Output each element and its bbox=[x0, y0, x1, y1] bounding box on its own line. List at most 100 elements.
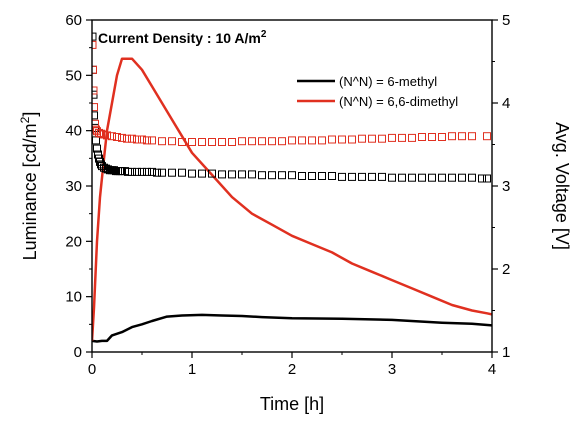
voltage-marker-3-53 bbox=[378, 172, 386, 181]
legend-label-series-2: (N^N) = 6,6-dimethyl bbox=[339, 94, 458, 109]
voltage-marker-3-28 bbox=[143, 167, 151, 176]
voltage-marker-3-52 bbox=[368, 172, 376, 181]
voltage-marker-4-27 bbox=[218, 138, 226, 146]
x-tick-label-2: 2 bbox=[288, 361, 296, 378]
voltage-marker-4-41 bbox=[358, 134, 366, 143]
y-left-tick-label-0: 0 bbox=[74, 344, 82, 361]
voltage-marker-4-12 bbox=[108, 132, 116, 141]
voltage-marker-4-3 bbox=[92, 86, 98, 95]
voltage-marker-3-63 bbox=[478, 174, 486, 183]
voltage-marker-3-57 bbox=[418, 173, 426, 182]
voltage-marker-4-33 bbox=[278, 137, 286, 146]
voltage-marker-4-15 bbox=[123, 134, 131, 143]
voltage-marker-4-23 bbox=[178, 138, 186, 146]
voltage-marker-4-21 bbox=[158, 137, 166, 146]
voltage-marker-3-27 bbox=[138, 167, 146, 176]
voltage-marker-3-54 bbox=[388, 173, 396, 182]
voltage-marker-3-7 bbox=[93, 144, 101, 153]
voltage-marker-4-13 bbox=[113, 133, 121, 141]
voltage-marker-3-37 bbox=[218, 170, 226, 179]
voltage-marker-4-38 bbox=[328, 135, 336, 144]
voltage-marker-4-52 bbox=[468, 132, 476, 141]
voltage-marker-3-6 bbox=[92, 136, 100, 145]
x-tick-label-3: 3 bbox=[388, 361, 396, 378]
voltage-marker-3-46 bbox=[308, 172, 316, 180]
y-right-tick-label-1: 2 bbox=[502, 261, 510, 278]
y-axis-label-left-superscript: 2 bbox=[18, 116, 32, 123]
voltage-marker-4-28 bbox=[228, 138, 236, 146]
voltage-marker-4-44 bbox=[388, 133, 396, 142]
y-right-tick-label-0: 1 bbox=[502, 344, 510, 361]
plot-frame bbox=[91, 19, 493, 353]
legend-label-series-1: (N^N) = 6-methyl bbox=[339, 74, 437, 89]
y-left-tick-label-1: 10 bbox=[65, 289, 82, 306]
x-axis-label: Time [h] bbox=[260, 394, 324, 414]
voltage-marker-3-40 bbox=[248, 170, 256, 179]
voltage-marker-4-25 bbox=[198, 138, 206, 146]
voltage-marker-4-35 bbox=[298, 136, 306, 145]
voltage-marker-4-46 bbox=[408, 133, 416, 142]
voltage-marker-4-31 bbox=[258, 137, 266, 146]
annotation-superscript: 2 bbox=[261, 29, 267, 40]
series-layer bbox=[92, 32, 492, 343]
voltage-marker-3-62 bbox=[468, 173, 476, 182]
voltage-marker-3-3 bbox=[92, 90, 98, 99]
voltage-marker-3-44 bbox=[288, 171, 296, 180]
voltage-marker-4-40 bbox=[348, 135, 356, 144]
voltage-marker-3-49 bbox=[338, 172, 346, 181]
voltage-marker-3-30 bbox=[153, 168, 161, 177]
voltage-marker-4-49 bbox=[438, 133, 446, 141]
y-axis-label-right: Avg. Voltage [V] bbox=[552, 122, 572, 250]
voltage-marker-4-20 bbox=[148, 136, 156, 145]
voltage-marker-4-43 bbox=[378, 134, 386, 143]
x-tick-label-4: 4 bbox=[488, 361, 496, 378]
voltage-marker-3-60 bbox=[448, 173, 456, 182]
voltage-marker-3-56 bbox=[408, 173, 416, 182]
voltage-marker-4-53 bbox=[483, 132, 491, 141]
y-left-tick-label-4: 40 bbox=[65, 123, 82, 140]
voltage-marker-4-24 bbox=[188, 138, 196, 146]
voltage-marker-4-16 bbox=[128, 134, 136, 143]
voltage-marker-3-33 bbox=[178, 168, 186, 177]
voltage-marker-3-43 bbox=[278, 171, 286, 180]
voltage-marker-3-29 bbox=[148, 167, 156, 176]
series-line-2 bbox=[92, 57, 492, 341]
voltage-marker-3-25 bbox=[128, 167, 136, 176]
voltage-marker-3-41 bbox=[258, 171, 266, 180]
voltage-marker-4-4 bbox=[92, 103, 98, 112]
voltage-marker-4-45 bbox=[398, 133, 406, 142]
voltage-marker-3-50 bbox=[348, 172, 356, 181]
series-line-1 bbox=[92, 313, 492, 343]
voltage-marker-4-8 bbox=[95, 128, 103, 137]
y-left-tick-label-5: 50 bbox=[65, 67, 82, 84]
voltage-marker-3-55 bbox=[398, 173, 406, 182]
voltage-marker-3-26 bbox=[133, 167, 141, 176]
voltage-marker-3-31 bbox=[158, 168, 166, 177]
x-tick-label-1: 1 bbox=[188, 361, 196, 378]
voltage-marker-3-32 bbox=[168, 168, 176, 177]
voltage-marker-3-45 bbox=[298, 172, 306, 180]
voltage-marker-4-18 bbox=[138, 135, 146, 144]
y-right-tick-label-3: 4 bbox=[502, 95, 510, 112]
voltage-marker-3-64 bbox=[483, 174, 491, 183]
voltage-marker-3-42 bbox=[268, 171, 276, 180]
voltage-marker-4-26 bbox=[208, 138, 216, 146]
voltage-marker-4-36 bbox=[308, 136, 316, 145]
voltage-marker-3-35 bbox=[198, 169, 206, 178]
voltage-marker-3-38 bbox=[228, 170, 236, 179]
voltage-marker-3-47 bbox=[318, 172, 326, 180]
voltage-marker-4-48 bbox=[428, 133, 436, 141]
voltage-marker-4-14 bbox=[118, 133, 126, 142]
voltage-marker-4-29 bbox=[238, 137, 246, 146]
legend: (N^N) = 6-methyl (N^N) = 6,6-dimethyl bbox=[297, 74, 458, 109]
voltage-marker-3-34 bbox=[188, 169, 196, 178]
voltage-marker-3-51 bbox=[358, 172, 366, 181]
voltage-marker-3-36 bbox=[208, 169, 216, 178]
voltage-marker-3-39 bbox=[238, 170, 246, 179]
x-tick-label-0: 0 bbox=[88, 361, 96, 378]
voltage-marker-4-37 bbox=[318, 136, 326, 145]
voltage-marker-3-2 bbox=[92, 65, 97, 74]
voltage-marker-4-39 bbox=[338, 135, 346, 144]
